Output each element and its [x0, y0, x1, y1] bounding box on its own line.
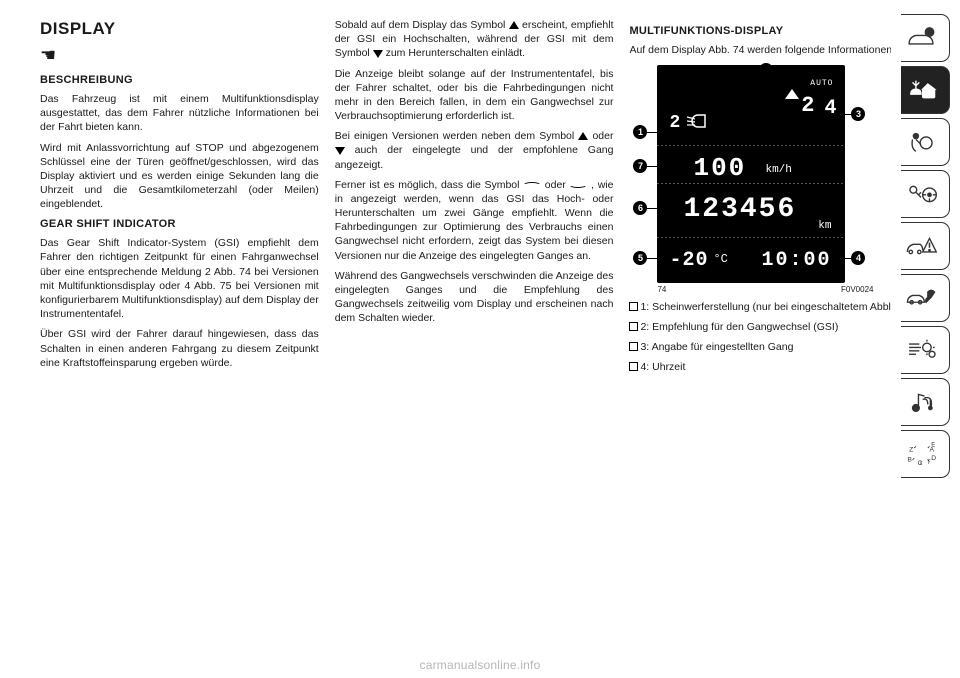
shift-up-icon [578, 132, 588, 140]
temp-value: -20 [669, 247, 708, 274]
odometer-value: 123456 [683, 191, 796, 229]
clock-value: 10:00 [761, 247, 831, 274]
svg-text:B: B [907, 457, 912, 464]
shift-down-icon [335, 147, 345, 155]
svg-text:E: E [931, 442, 935, 448]
nav-media[interactable] [892, 378, 950, 426]
text: oder [592, 130, 613, 142]
headlamp-level: 2 [669, 111, 681, 135]
gear-recommended: 2 [801, 91, 815, 121]
square-bullet-icon [629, 362, 638, 371]
square-bullet-icon [629, 342, 638, 351]
text: 1: Scheinwerferstellung (nur bei eingesc… [640, 301, 930, 313]
shift-up-icon [785, 89, 799, 99]
square-bullet-icon [629, 302, 638, 311]
body-text: Die Anzeige bleibt solange auf der Instr… [335, 67, 614, 124]
callout-1: 1 [633, 125, 647, 139]
page-columns: DISPLAY ☚ BESCHREIBUNG Das Fahrzeug ist … [0, 0, 960, 640]
nav-warning[interactable] [892, 222, 950, 270]
speed-unit: km/h [765, 163, 791, 178]
double-shift-up-icon [523, 182, 541, 188]
subhead-gsi: GEAR SHIFT INDICATOR [40, 217, 319, 232]
headlamp-icon [685, 113, 707, 129]
body-text: Sobald auf dem Display das Symbol ersche… [335, 18, 614, 61]
body-text: Wird mit Anlassvorrichtung auf STOP und … [40, 141, 319, 212]
text: 4: Uhrzeit [640, 361, 685, 373]
figure-74: 1 2 3 4 5 6 7 AUTO 2 4 [629, 65, 869, 296]
nav-info[interactable]: i [892, 14, 950, 62]
temp-unit: °C [713, 251, 727, 267]
body-text: Das Fahrzeug ist mit einem Multifunktion… [40, 92, 319, 135]
text: 2: Empfehlung für den Gangwechsel (GSI) [640, 321, 838, 333]
auto-label: AUTO [810, 79, 833, 90]
nav-settings[interactable] [892, 326, 950, 374]
subhead-description: BESCHREIBUNG [40, 73, 319, 88]
odometer-unit: km [818, 219, 831, 234]
gear-set: 4 [824, 95, 837, 122]
section-title: DISPLAY [40, 18, 319, 41]
double-shift-down-icon [569, 182, 587, 188]
body-text: Bei einigen Versionen werden neben dem S… [335, 129, 614, 172]
nav-airbag[interactable] [892, 118, 950, 166]
figure-number: 74 [657, 285, 666, 296]
body-text: Über GSI wird der Fahrer darauf hingewie… [40, 327, 319, 370]
text: Ferner ist es möglich, dass die Symbol [335, 179, 520, 191]
text: , wie in angezeigt werden, wenn das GSI … [335, 179, 614, 262]
text: zum Herunterschalten einlädt. [386, 47, 526, 59]
figure-code: F0V0024 [841, 285, 873, 296]
divider [657, 145, 845, 146]
text: oder [545, 179, 566, 191]
nav-key-wheel[interactable] [892, 170, 950, 218]
svg-text:D: D [931, 455, 936, 462]
footer-watermark: carmanualsonline.info [0, 658, 960, 672]
body-text: Das Gear Shift Indicator-System (GSI) em… [40, 236, 319, 321]
shift-up-icon [509, 21, 519, 29]
divider [657, 183, 845, 184]
figure-caption: 74 F0V0024 [657, 285, 873, 296]
callout-6: 6 [633, 201, 647, 215]
text: Bei einigen Versionen werden neben dem S… [335, 130, 574, 142]
text: auch der eingelegte und der empfohlene G… [335, 144, 614, 170]
text: Sobald auf dem Display das Symbol [335, 19, 506, 31]
callout-7: 7 [633, 159, 647, 173]
svg-text:Z: Z [909, 446, 913, 453]
body-text: Ferner ist es möglich, dass die Symbol o… [335, 178, 614, 263]
body-text: Während des Gangwechsels verschwinden di… [335, 269, 614, 326]
column-1: DISPLAY ☚ BESCHREIBUNG Das Fahrzeug ist … [40, 18, 319, 630]
text: 3: Angabe für eingestellten Gang [640, 341, 793, 353]
nav-service[interactable] [892, 274, 950, 322]
hand-icon: ☚ [40, 43, 319, 67]
svg-text:C: C [917, 460, 922, 467]
speed-value: 100 [693, 151, 746, 186]
lcd-display: AUTO 2 4 2 100 km/h 123456 km [657, 65, 845, 283]
column-2: Sobald auf dem Display das Symbol ersche… [335, 18, 614, 630]
sidebar-nav: i ZBCTDAE [892, 14, 950, 478]
callout-3: 3 [851, 107, 865, 121]
square-bullet-icon [629, 322, 638, 331]
shift-down-icon [373, 50, 383, 58]
callout-5: 5 [633, 251, 647, 265]
nav-lights[interactable] [892, 66, 950, 114]
nav-alphabet[interactable]: ZBCTDAE [892, 430, 950, 478]
divider [657, 237, 845, 238]
callout-4: 4 [851, 251, 865, 265]
